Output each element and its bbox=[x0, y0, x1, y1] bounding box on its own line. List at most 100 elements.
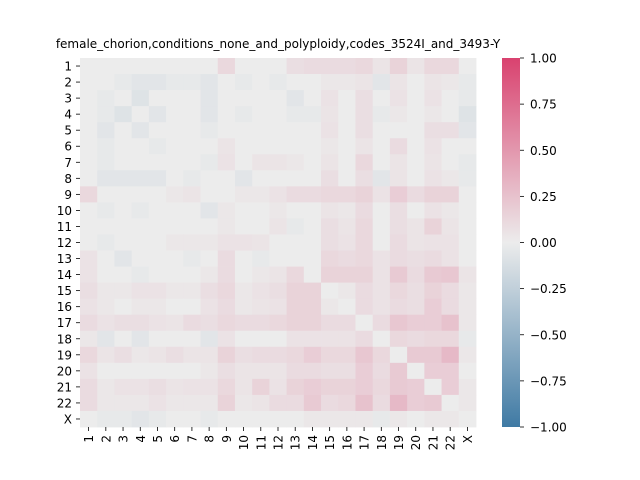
heatmap-cell-19-15 bbox=[321, 346, 339, 364]
row-tick-label: 8 bbox=[64, 172, 72, 186]
heatmap-cell-12-21 bbox=[424, 234, 442, 251]
heatmap-cell-8-18 bbox=[372, 170, 391, 187]
heatmap-cell-14-16 bbox=[338, 266, 356, 284]
row-tick-label: 4 bbox=[64, 108, 72, 122]
heatmap-cell-9-2 bbox=[97, 186, 115, 203]
heatmap-cell-3-21 bbox=[424, 90, 442, 107]
heatmap-cell-X-14 bbox=[303, 410, 322, 428]
heatmap-cell-17-1 bbox=[80, 314, 98, 332]
heatmap-cell-3-5 bbox=[148, 90, 167, 107]
heatmap-cell-12-11 bbox=[252, 234, 270, 251]
heatmap-cell-8-11 bbox=[252, 170, 270, 187]
heatmap-cell-7-6 bbox=[166, 154, 184, 171]
heatmap-cell-21-3 bbox=[114, 378, 133, 396]
heatmap-cell-12-14 bbox=[303, 234, 322, 251]
heatmap-cell-7-1 bbox=[80, 154, 98, 171]
heatmap-cell-8-2 bbox=[97, 170, 115, 187]
heatmap-cell-2-X bbox=[458, 74, 477, 91]
heatmap-cell-1-X bbox=[458, 58, 477, 75]
heatmap-cell-9-18 bbox=[372, 186, 391, 203]
heatmap-cell-5-16 bbox=[338, 122, 356, 139]
colorbar-tick-label: 0.75 bbox=[530, 98, 557, 112]
heatmap-cell-10-7 bbox=[183, 202, 201, 219]
heatmap-cell-17-8 bbox=[200, 314, 219, 332]
heatmap-cell-12-2 bbox=[97, 234, 115, 251]
heatmap-cell-15-19 bbox=[389, 282, 408, 300]
heatmap-cell-1-2 bbox=[97, 58, 115, 75]
heatmap-cell-7-17 bbox=[355, 154, 374, 171]
heatmap-cell-13-1 bbox=[80, 250, 98, 267]
heatmap-cell-20-12 bbox=[269, 362, 288, 380]
heatmap-cell-5-10 bbox=[234, 122, 253, 139]
colorbar-tick-label: −0.50 bbox=[530, 328, 567, 342]
heatmap-cell-18-6 bbox=[166, 330, 184, 348]
heatmap-cell-11-14 bbox=[303, 218, 322, 235]
heatmap-cell-18-X bbox=[458, 330, 477, 348]
heatmap-cell-14-5 bbox=[148, 266, 167, 284]
heatmap-cell-14-20 bbox=[407, 266, 425, 284]
row-tick-label: 17 bbox=[57, 316, 72, 330]
row-tick-label: 9 bbox=[64, 188, 72, 202]
heatmap-cell-5-4 bbox=[131, 122, 150, 139]
heatmap-cell-9-14 bbox=[303, 186, 322, 203]
heatmap-cell-16-4 bbox=[131, 298, 150, 316]
row-tick-label: 13 bbox=[57, 252, 72, 266]
heatmap-cell-8-X bbox=[458, 170, 477, 187]
heatmap-cell-13-9 bbox=[217, 250, 236, 267]
heatmap-cell-19-4 bbox=[131, 346, 150, 364]
heatmap-cell-7-8 bbox=[200, 154, 219, 171]
colorbar-tick-label: −0.25 bbox=[530, 282, 567, 296]
heatmap-cell-X-10 bbox=[234, 410, 253, 428]
heatmap-cell-4-20 bbox=[407, 106, 425, 123]
heatmap-cell-16-7 bbox=[183, 298, 201, 316]
heatmap-cell-15-3 bbox=[114, 282, 133, 300]
heatmap-cell-8-14 bbox=[303, 170, 322, 187]
heatmap-cell-5-18 bbox=[372, 122, 391, 139]
heatmap-cell-5-6 bbox=[166, 122, 184, 139]
heatmap-cell-22-1 bbox=[80, 394, 98, 412]
heatmap-cell-18-11 bbox=[252, 330, 270, 348]
heatmap-cell-2-9 bbox=[217, 74, 236, 91]
heatmap-cell-9-10 bbox=[234, 186, 253, 203]
heatmap-cell-16-11 bbox=[252, 298, 270, 316]
heatmap-cell-4-4 bbox=[131, 106, 150, 123]
heatmap-cell-10-20 bbox=[407, 202, 425, 219]
heatmap-cell-1-16 bbox=[338, 58, 356, 75]
heatmap-cell-21-18 bbox=[372, 378, 391, 396]
heatmap-cell-16-8 bbox=[200, 298, 219, 316]
heatmap-cell-11-6 bbox=[166, 218, 184, 235]
heatmap-cell-14-7 bbox=[183, 266, 201, 284]
heatmap-cell-9-20 bbox=[407, 186, 425, 203]
heatmap-cell-12-1 bbox=[80, 234, 98, 251]
heatmap-cell-19-8 bbox=[200, 346, 219, 364]
heatmap-cell-12-9 bbox=[217, 234, 236, 251]
heatmap-cell-7-14 bbox=[303, 154, 322, 171]
heatmap-cell-10-18 bbox=[372, 202, 391, 219]
heatmap-cell-10-4 bbox=[131, 202, 150, 219]
heatmap-cell-6-6 bbox=[166, 138, 184, 155]
heatmap-cell-9-3 bbox=[114, 186, 133, 203]
heatmap-cell-1-17 bbox=[355, 58, 374, 75]
row-tick-label: 5 bbox=[64, 124, 72, 138]
heatmap-cell-2-14 bbox=[303, 74, 322, 91]
heatmap-cell-3-1 bbox=[80, 90, 98, 107]
heatmap-cell-6-17 bbox=[355, 138, 374, 155]
heatmap-cell-11-11 bbox=[252, 218, 270, 235]
heatmap-cell-2-4 bbox=[131, 74, 150, 91]
heatmap-cell-1-4 bbox=[131, 58, 150, 75]
column-tick-label: 15 bbox=[323, 435, 337, 450]
heatmap-cell-22-15 bbox=[321, 394, 339, 412]
heatmap-cell-12-15 bbox=[321, 234, 339, 251]
heatmap-cell-14-9 bbox=[217, 266, 236, 284]
heatmap-cell-8-22 bbox=[441, 170, 460, 187]
heatmap-cell-18-14 bbox=[303, 330, 322, 348]
heatmap-cell-21-7 bbox=[183, 378, 201, 396]
heatmap-cell-X-9 bbox=[217, 410, 236, 428]
heatmap-cell-2-6 bbox=[166, 74, 184, 91]
heatmap-cell-13-3 bbox=[114, 250, 133, 267]
heatmap-cell-17-14 bbox=[303, 314, 322, 332]
heatmap-cell-21-1 bbox=[80, 378, 98, 396]
heatmap-cell-14-13 bbox=[286, 266, 305, 284]
heatmap-cell-18-12 bbox=[269, 330, 288, 348]
